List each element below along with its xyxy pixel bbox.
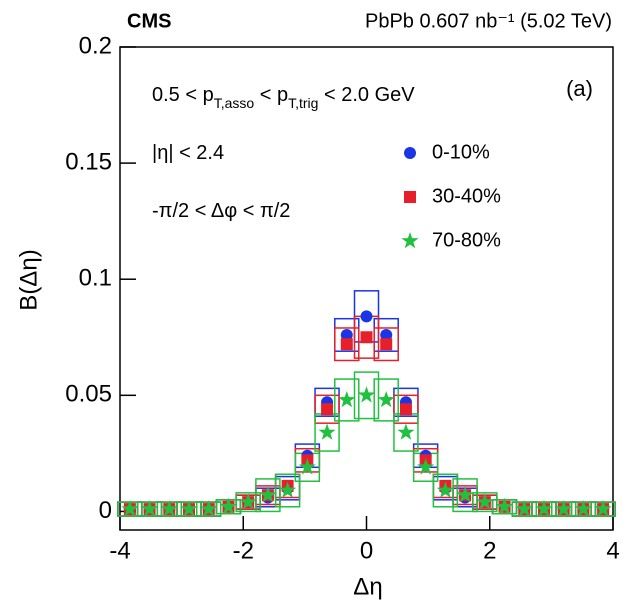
subscript: T,trig	[288, 95, 318, 111]
y-tick-label: 0.15	[65, 148, 112, 175]
point	[298, 458, 316, 475]
plot-frame	[119, 46, 614, 531]
point	[397, 423, 415, 440]
y-tick-label: 0.05	[65, 381, 112, 408]
cut-text: < p	[254, 84, 288, 106]
y-tick-label: 0	[99, 497, 112, 524]
cut-text: |η| < 2.4	[152, 142, 224, 164]
point	[377, 391, 395, 408]
point	[360, 310, 373, 323]
point	[200, 500, 218, 517]
point	[574, 500, 592, 517]
legend-marker	[404, 147, 416, 159]
panel-label: (a)	[566, 76, 593, 101]
dataset-label: PbPb 0.607 nb⁻¹ (5.02 TeV)	[365, 10, 612, 32]
systematic-box	[393, 394, 419, 424]
point	[338, 391, 356, 408]
systematic-box	[274, 473, 301, 508]
point	[515, 500, 533, 517]
point	[555, 500, 573, 517]
point	[239, 493, 257, 510]
systematic-box	[235, 492, 261, 513]
y-tick-label: 0.2	[79, 32, 112, 59]
legend-label: 70-80%	[432, 229, 501, 251]
legend-label: 30-40%	[432, 185, 501, 207]
x-tick-label: -2	[233, 537, 254, 564]
point	[417, 458, 435, 475]
point	[380, 328, 393, 341]
cut-text: -π/2 < Δφ < π/2	[152, 200, 290, 222]
systematic-box	[472, 492, 498, 513]
systematic-box	[314, 394, 340, 424]
y-axis-title: B(Δη)	[15, 249, 42, 310]
x-tick-label: 0	[360, 537, 373, 564]
cut-text: < 2.0 GeV	[318, 84, 415, 106]
point	[399, 403, 412, 416]
legend-label: 0-10%	[432, 141, 490, 163]
x-tick-label: -4	[109, 537, 130, 564]
systematic-box	[373, 378, 399, 422]
point	[318, 423, 336, 440]
point	[594, 500, 612, 517]
systematic-box	[432, 473, 459, 508]
experiment-label: CMS	[127, 10, 171, 32]
point	[321, 403, 334, 416]
systematic-box	[334, 327, 360, 362]
point	[141, 500, 159, 517]
systematic-box	[353, 371, 380, 420]
x-axis-title: Δη	[353, 573, 382, 600]
systematic-box	[334, 378, 360, 422]
point	[535, 500, 553, 517]
subscript: T,asso	[214, 95, 255, 111]
systematic-box	[373, 327, 399, 362]
systematic-box	[255, 478, 281, 513]
point	[340, 338, 353, 351]
legend-marker	[401, 232, 419, 249]
point	[476, 493, 494, 510]
point	[360, 331, 373, 344]
cut-label: -π/2 < Δφ < π/2	[152, 200, 290, 222]
cut-text: 0.5 < p	[152, 84, 214, 106]
point	[496, 497, 514, 515]
point	[279, 481, 297, 498]
cut-label: |η| < 2.4	[152, 142, 224, 164]
point	[121, 500, 139, 517]
legend-marker	[404, 191, 416, 203]
y-tick-label: 0.1	[79, 265, 112, 292]
point	[219, 497, 237, 515]
point	[160, 500, 178, 517]
point	[380, 338, 393, 351]
x-tick-label: 2	[483, 537, 496, 564]
point	[357, 386, 376, 403]
cut-label: 0.5 < pT,asso < pT,trig < 2.0 GeV	[152, 84, 415, 110]
point	[180, 500, 198, 517]
systematic-box	[452, 478, 478, 513]
point	[436, 481, 454, 498]
point	[456, 486, 474, 503]
point	[340, 328, 353, 341]
point	[259, 486, 277, 503]
x-tick-label: 4	[606, 537, 619, 564]
